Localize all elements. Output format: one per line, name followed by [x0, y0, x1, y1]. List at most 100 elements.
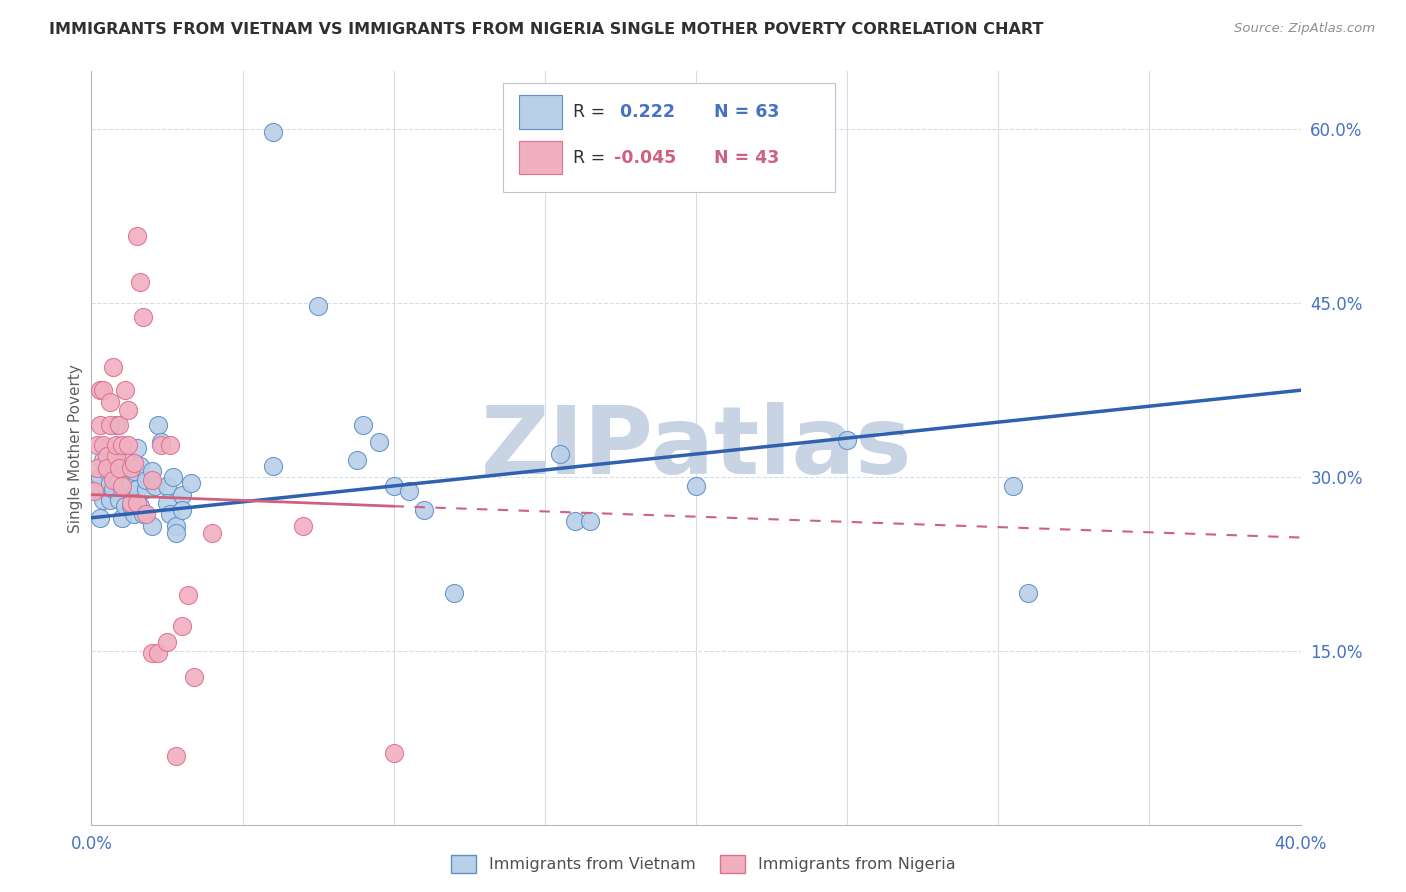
Point: [835, 433, 858, 447]
Point: [165, 519, 187, 533]
Point: [122, 465, 145, 479]
Point: [398, 484, 420, 499]
Point: [579, 514, 602, 528]
Text: ZIPatlas: ZIPatlas: [481, 402, 911, 494]
Point: [172, 502, 194, 516]
Point: [104, 450, 127, 464]
Point: [114, 384, 136, 398]
Text: N = 63: N = 63: [714, 103, 779, 121]
Y-axis label: Single Mother Poverty: Single Mother Poverty: [67, 364, 83, 533]
Point: [548, 447, 571, 461]
Point: [141, 519, 163, 533]
Text: N = 43: N = 43: [714, 149, 779, 167]
Text: R =: R =: [572, 149, 605, 167]
Point: [172, 488, 194, 502]
Point: [104, 453, 127, 467]
Point: [382, 479, 405, 493]
Text: R =: R =: [572, 103, 605, 121]
Point: [104, 417, 127, 433]
Point: [93, 493, 115, 508]
Point: [564, 514, 586, 528]
Point: [1002, 479, 1025, 493]
Point: [128, 500, 150, 514]
Point: [107, 461, 129, 475]
Point: [132, 508, 155, 522]
Text: -0.045: -0.045: [614, 149, 676, 167]
Point: [141, 647, 163, 661]
Point: [146, 417, 169, 433]
Point: [98, 476, 121, 491]
Point: [146, 647, 169, 661]
Point: [117, 438, 139, 452]
Point: [135, 473, 157, 487]
Point: [101, 482, 124, 496]
Point: [367, 435, 389, 450]
Point: [101, 473, 124, 487]
Point: [122, 456, 145, 470]
Point: [352, 417, 374, 433]
Point: [1018, 586, 1040, 600]
Point: [107, 417, 129, 433]
Point: [172, 618, 194, 632]
Point: [346, 453, 368, 467]
Point: [98, 493, 121, 508]
Point: [101, 360, 124, 375]
Point: [111, 479, 132, 493]
Point: [89, 470, 111, 484]
Point: [117, 403, 139, 417]
Point: [443, 586, 465, 600]
Point: [114, 465, 136, 479]
Text: IMMIGRANTS FROM VIETNAM VS IMMIGRANTS FROM NIGERIA SINGLE MOTHER POVERTY CORRELA: IMMIGRANTS FROM VIETNAM VS IMMIGRANTS FR…: [49, 22, 1043, 37]
Point: [111, 438, 132, 452]
Point: [165, 525, 187, 540]
Point: [96, 442, 118, 455]
Point: [98, 395, 121, 409]
Point: [89, 510, 111, 524]
Point: [96, 465, 118, 479]
FancyBboxPatch shape: [519, 141, 562, 175]
Point: [93, 453, 115, 467]
Point: [125, 442, 148, 455]
Point: [132, 310, 155, 325]
Point: [104, 438, 127, 452]
Point: [107, 493, 129, 508]
Point: [101, 465, 124, 479]
Point: [128, 276, 150, 290]
Point: [117, 482, 139, 496]
Point: [93, 384, 115, 398]
Point: [685, 479, 707, 493]
FancyBboxPatch shape: [519, 95, 562, 128]
Point: [156, 479, 179, 493]
Point: [114, 500, 136, 514]
Point: [86, 438, 108, 452]
Point: [143, 479, 166, 493]
Point: [120, 476, 142, 491]
Point: [117, 453, 139, 467]
Point: [86, 461, 108, 475]
Point: [292, 519, 315, 533]
Point: [156, 635, 179, 649]
Text: Source: ZipAtlas.com: Source: ZipAtlas.com: [1234, 22, 1375, 36]
Point: [201, 525, 224, 540]
Point: [83, 484, 105, 499]
Point: [107, 476, 129, 491]
Point: [125, 496, 148, 510]
Point: [93, 438, 115, 452]
Point: [120, 461, 142, 475]
Point: [307, 299, 329, 313]
Legend: Immigrants from Vietnam, Immigrants from Nigeria: Immigrants from Vietnam, Immigrants from…: [444, 848, 962, 880]
Point: [125, 229, 148, 244]
Point: [89, 384, 111, 398]
Text: 0.222: 0.222: [614, 103, 675, 121]
Point: [86, 482, 108, 496]
Point: [96, 461, 118, 475]
Point: [120, 500, 142, 514]
Point: [120, 496, 142, 510]
FancyBboxPatch shape: [502, 83, 835, 192]
Point: [125, 482, 148, 496]
Point: [165, 748, 187, 763]
Point: [89, 417, 111, 433]
Point: [135, 508, 157, 522]
Point: [111, 510, 132, 524]
Point: [135, 482, 157, 496]
